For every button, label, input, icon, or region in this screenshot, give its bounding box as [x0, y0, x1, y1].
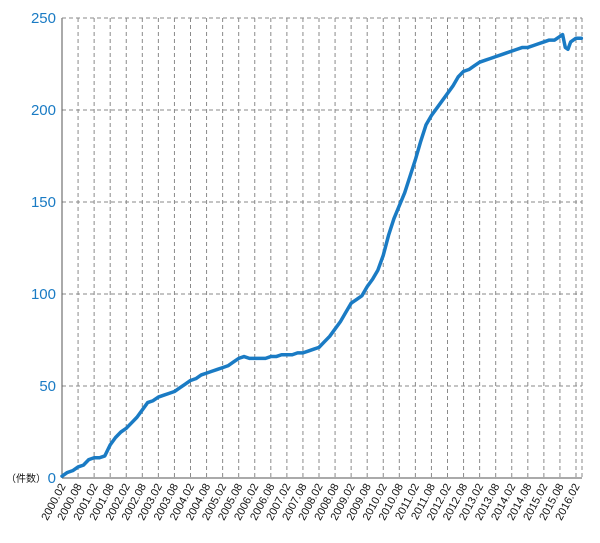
grid-lines [62, 17, 582, 478]
series-line-0 [60, 32, 584, 478]
y-tick-label: 0 [48, 470, 56, 487]
y-tick-label: 150 [31, 194, 56, 211]
axes [61, 17, 583, 479]
y-unit-label: （件数） [6, 472, 46, 485]
y-tick-label: 200 [31, 102, 56, 119]
y-tick-label: 250 [31, 10, 56, 27]
y-tick-label: 100 [31, 286, 56, 303]
y-axis-ticks: 0 50 100 150 200 250 [31, 10, 56, 487]
x-axis-ticks: 2000.022000.082001.022001.082002.022002.… [39, 482, 582, 523]
series-group [60, 32, 584, 478]
y-tick-label: 50 [39, 378, 56, 395]
